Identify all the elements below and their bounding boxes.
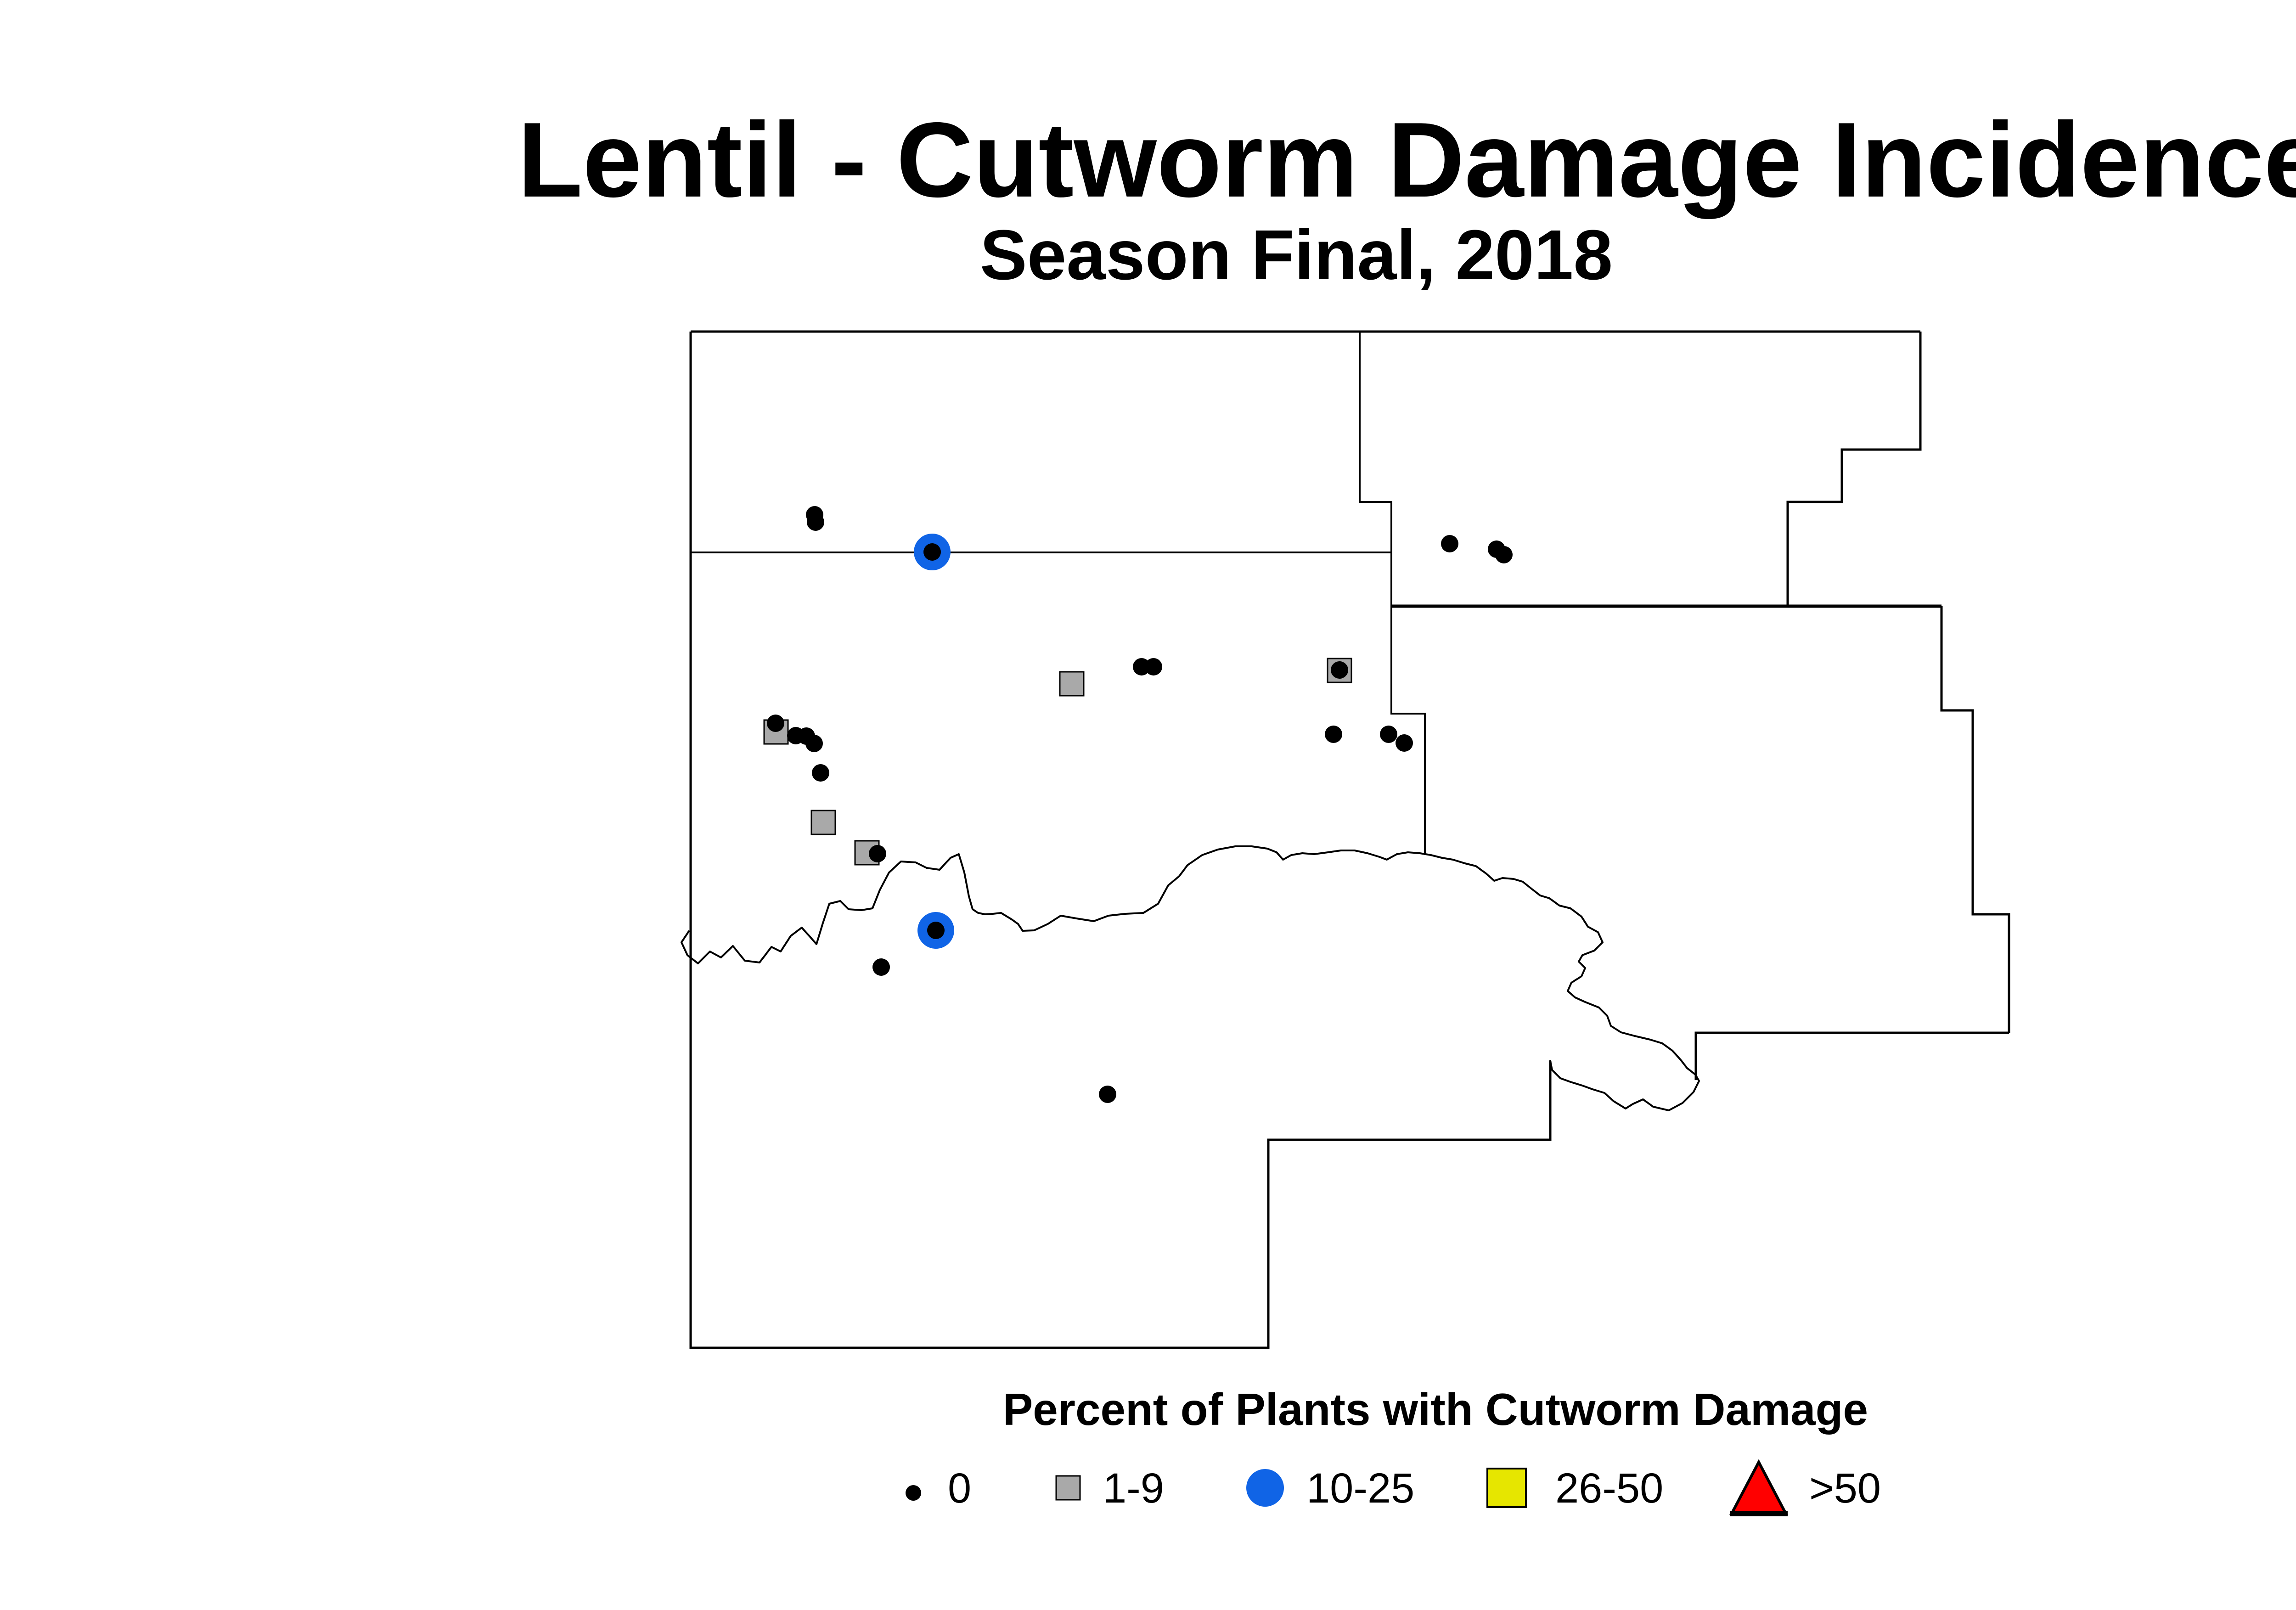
legend-label-0: 0	[948, 1465, 971, 1512]
legend-square-icon	[1486, 1468, 1527, 1508]
river-path	[681, 845, 1700, 1111]
legend-label-1-9: 1-9	[1103, 1465, 1164, 1512]
data-points	[763, 506, 1513, 1103]
legend: 0 1-9 10-25 26-50 >50	[906, 1459, 1881, 1517]
boundary-divider-northwest-counties	[1359, 332, 1426, 855]
legend-square-icon	[1055, 1475, 1081, 1501]
point-dot-0	[1325, 726, 1342, 743]
point-dot-0	[807, 513, 824, 531]
point-dot-0	[1099, 1086, 1116, 1103]
legend-label->50: >50	[1809, 1465, 1881, 1512]
point-square-1-9	[810, 810, 836, 835]
point-dot-0	[1441, 535, 1458, 552]
point-dot-0	[1331, 661, 1348, 679]
boundary-east-county-east-steps	[1940, 606, 2010, 1033]
point-dot-0	[805, 735, 823, 752]
legend-item-10-25: 10-25	[1246, 1465, 1414, 1512]
county-boundaries	[689, 330, 2010, 1349]
point-dot-0	[1145, 658, 1162, 676]
point-dot-0	[1396, 734, 1413, 752]
legend-label-10-25: 10-25	[1306, 1465, 1414, 1512]
legend-label-26-50: 26-50	[1555, 1465, 1663, 1512]
legend-item->50: >50	[1729, 1459, 1881, 1517]
figure-subtitle: Season Final, 2018	[980, 215, 1613, 294]
legend-title: Percent of Plants with Cutworm Damage	[1003, 1384, 1868, 1435]
point-dot-0	[812, 764, 829, 782]
legend-item-0: 0	[906, 1465, 971, 1512]
point-dot-0	[927, 922, 945, 939]
point-dot-0	[767, 715, 784, 732]
point-square-1-9	[1059, 671, 1085, 697]
point-dot-0	[872, 958, 890, 976]
figure-title: Lentil - Cutworm Damage Incidence	[518, 101, 2296, 220]
legend-dot-icon	[906, 1485, 921, 1501]
boundary-outline-west-south	[689, 332, 1552, 1349]
point-dot-0	[1380, 726, 1397, 743]
river-line	[681, 845, 1700, 1111]
boundary-northeast-county-southeast-steps	[1786, 332, 1922, 606]
legend-item-26-50: 26-50	[1486, 1465, 1663, 1512]
point-dot-0	[869, 845, 886, 862]
legend-item-1-9: 1-9	[1055, 1465, 1164, 1512]
point-dot-0	[923, 543, 941, 561]
point-dot-0	[1133, 658, 1150, 676]
legend-triangle-icon	[1729, 1459, 1788, 1515]
legend-circle-icon	[1246, 1469, 1284, 1507]
boundary-east-county-south	[1694, 1031, 2009, 1080]
point-dot-0	[1495, 546, 1513, 563]
